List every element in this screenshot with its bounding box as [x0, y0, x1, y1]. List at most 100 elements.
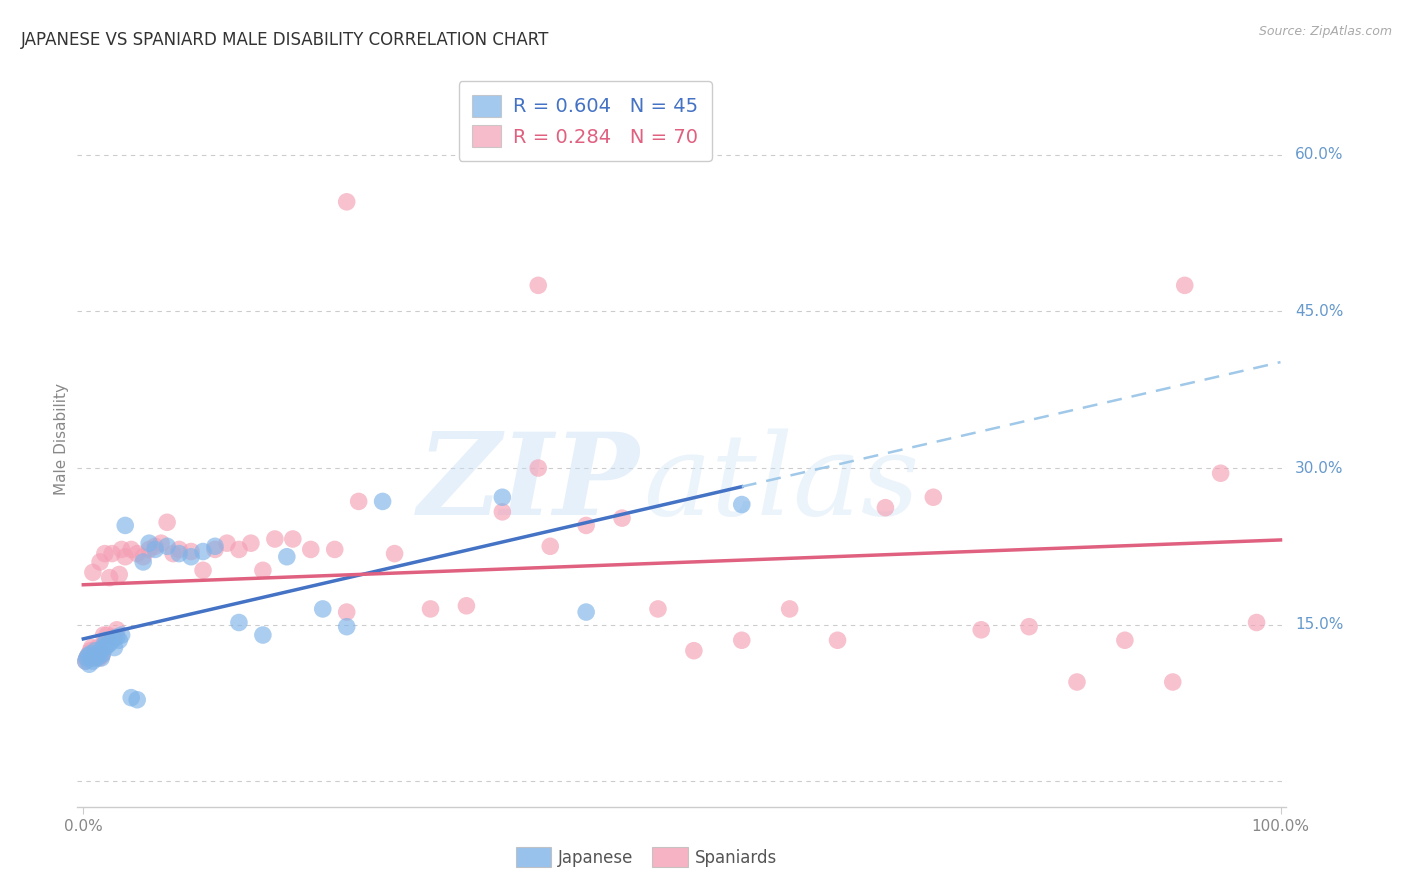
Point [1018, 620, 1040, 634]
Point [108, 567, 131, 582]
Text: atlas: atlas [643, 428, 920, 539]
Point [191, 563, 214, 577]
Point [1246, 615, 1268, 630]
Point [86, 640, 108, 655]
Text: Japanese: Japanese [558, 849, 634, 867]
Point [1209, 467, 1232, 481]
Point [114, 549, 136, 564]
Point [731, 498, 754, 512]
Point [276, 549, 298, 564]
Point [94, 547, 117, 561]
Text: Spaniards: Spaniards [695, 849, 776, 867]
Text: 45.0%: 45.0% [1295, 304, 1343, 319]
Point [84, 643, 107, 657]
Point [323, 542, 346, 557]
Point [491, 490, 513, 504]
Point [162, 547, 184, 561]
Point [143, 539, 166, 553]
Point [83, 651, 105, 665]
Point [731, 633, 754, 648]
Point [87, 648, 110, 663]
Point [79, 647, 101, 661]
Point [252, 628, 274, 642]
Point [156, 539, 179, 553]
Point [80, 640, 103, 655]
Point [101, 633, 124, 648]
Point [779, 602, 801, 616]
Point [191, 544, 214, 558]
Point [86, 647, 108, 661]
Point [538, 539, 561, 553]
Point [94, 639, 117, 653]
Point [94, 633, 117, 648]
Point [138, 536, 160, 550]
Point [180, 544, 202, 558]
Point [167, 547, 190, 561]
Point [575, 518, 598, 533]
Point [127, 547, 149, 561]
Point [336, 194, 359, 209]
Point [79, 647, 101, 661]
Point [336, 605, 359, 619]
Point [215, 536, 238, 550]
Y-axis label: Male Disability: Male Disability [53, 384, 69, 495]
Point [79, 643, 101, 657]
Point [132, 549, 155, 564]
Point [180, 549, 202, 564]
Point [228, 615, 250, 630]
Point [86, 651, 108, 665]
Point [103, 630, 125, 644]
Point [114, 518, 136, 533]
Point [970, 623, 993, 637]
Point [827, 633, 849, 648]
Point [90, 651, 112, 665]
Text: Source: ZipAtlas.com: Source: ZipAtlas.com [1258, 25, 1392, 38]
Point [456, 599, 478, 613]
Point [167, 542, 190, 557]
Point [76, 651, 98, 665]
Point [281, 532, 304, 546]
Point [80, 651, 103, 665]
Point [108, 633, 131, 648]
Point [77, 648, 100, 663]
Text: 60.0%: 60.0% [1295, 147, 1343, 162]
Point [1174, 278, 1197, 293]
Point [384, 547, 406, 561]
Point [1114, 633, 1136, 648]
Point [491, 505, 513, 519]
Point [77, 648, 100, 663]
Point [84, 647, 107, 661]
Point [96, 639, 118, 653]
Point [336, 620, 359, 634]
Point [83, 648, 105, 663]
Point [89, 643, 111, 657]
Point [1066, 675, 1088, 690]
Point [527, 461, 550, 475]
Point [111, 542, 134, 557]
Point [228, 542, 250, 557]
Point [312, 602, 335, 616]
Text: ZIP: ZIP [418, 428, 640, 539]
Point [347, 494, 370, 508]
Point [111, 628, 134, 642]
Point [371, 494, 394, 508]
Point [143, 542, 166, 557]
Point [138, 542, 160, 557]
Point [75, 654, 97, 668]
Point [299, 542, 322, 557]
Point [204, 539, 226, 553]
Point [82, 654, 104, 668]
Text: JAPANESE VS SPANIARD MALE DISABILITY CORRELATION CHART: JAPANESE VS SPANIARD MALE DISABILITY COR… [21, 31, 550, 49]
Point [91, 647, 114, 661]
Point [150, 536, 173, 550]
Text: 15.0%: 15.0% [1295, 617, 1343, 632]
Point [105, 623, 128, 637]
Point [86, 643, 108, 657]
Point [98, 636, 121, 650]
Point [93, 628, 115, 642]
Point [683, 643, 706, 657]
Point [105, 630, 128, 644]
Point [647, 602, 669, 616]
Point [419, 602, 441, 616]
Point [120, 690, 142, 705]
